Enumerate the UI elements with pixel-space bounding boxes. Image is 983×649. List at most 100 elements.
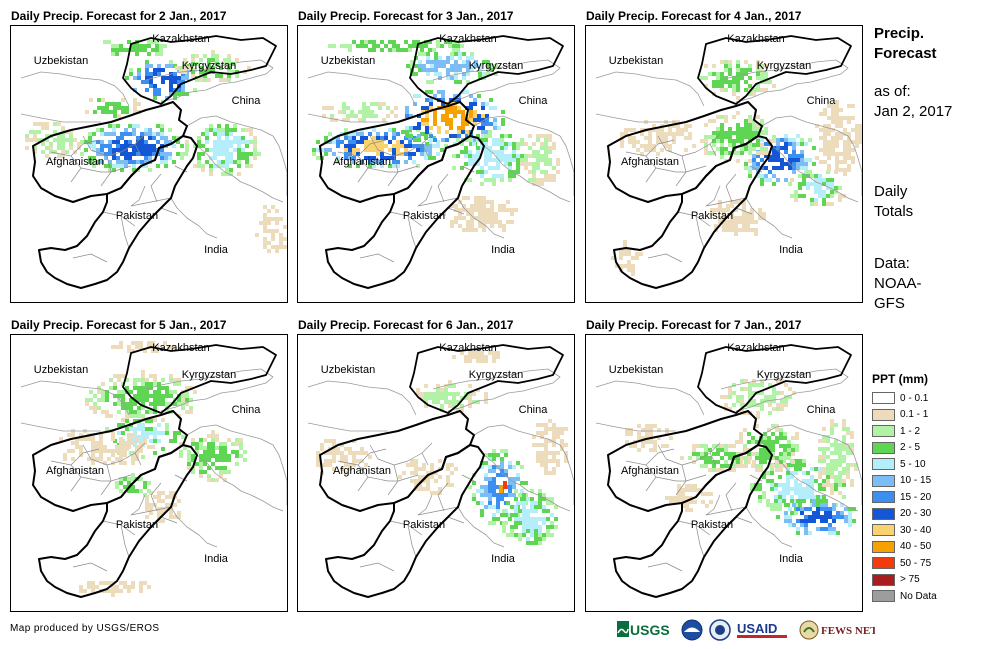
precip-cell [161,519,165,523]
precip-cell [476,501,480,505]
precip-cell [181,398,185,402]
precip-cell [237,140,241,144]
precip-cell [139,48,143,52]
precip-cell [480,166,484,170]
precip-cell [227,66,231,70]
precip-cell [229,156,233,160]
precip-cell [484,477,488,481]
precip-cell [408,48,412,52]
precip-cell [157,423,161,427]
precip-cell [536,138,540,142]
precip-cell [552,431,556,435]
province-boundary [357,139,387,157]
precip-cell [508,154,512,158]
precip-cell [328,439,332,443]
precip-cell [372,44,376,48]
precip-cell [444,396,448,400]
precip-cell [522,517,526,521]
precip-cell [544,463,548,467]
precip-cell [466,64,470,68]
neighbor-boundary [745,454,859,548]
precip-cell [492,477,496,481]
precip-cell [480,351,484,355]
precip-cell [804,162,808,166]
precip-cell [619,256,623,260]
precip-cell [802,178,806,182]
precip-cell [720,60,724,64]
precip-cell [113,102,117,106]
precip-cell [430,463,434,467]
precip-cell [131,473,135,477]
precip-cell [836,511,840,515]
precip-cell [775,424,779,428]
precip-cell [760,72,764,76]
country-label-china: China [807,95,837,107]
precip-cell [760,166,764,170]
province-boundary [357,448,387,466]
precip-cell [169,60,173,64]
precip-cell [673,496,677,500]
precip-cell [124,152,128,156]
precip-cell [802,479,806,483]
precip-cell [189,410,193,414]
precip-cell [29,130,33,134]
precip-cell [490,204,494,208]
precip-cell [414,459,418,463]
precip-cell [157,402,161,406]
precip-cell [392,144,396,148]
precip-cell [534,525,538,529]
precip-cell [747,460,751,464]
precip-cell [342,110,346,114]
precip-cell [720,72,724,76]
precip-cell [816,515,820,519]
precip-cell [791,460,795,464]
precip-cell [348,48,352,52]
precip-cell [780,138,784,142]
precip-cell [802,459,806,463]
precip-cell [456,408,460,412]
precip-cell [798,467,802,471]
precip-cell [506,220,510,224]
precip-cell [97,406,101,410]
precip-cell [824,515,828,519]
precip-cell [818,475,822,479]
precip-cell [724,64,728,68]
precip-cell [211,50,215,54]
precip-cell [822,427,826,431]
precip-cell [151,445,155,449]
precip-cell [103,589,107,593]
precip-cell [530,497,534,501]
precip-cell [160,156,164,160]
precip-cell [688,124,692,128]
precip-cell [804,515,808,519]
precip-cell [526,521,530,525]
asof-label: as of: [874,83,911,100]
precip-cell [101,98,105,102]
precip-cell [121,98,125,102]
precip-cell [135,457,139,461]
province-boundary [397,474,419,482]
precip-cell [128,132,132,136]
precip-cell [736,452,740,456]
precip-cell [149,431,153,435]
panel-title-1: Daily Precip. Forecast for 2 Jan., 2017 [11,9,227,23]
precip-cell [267,229,271,233]
side-heading-line2: Forecast [874,45,937,62]
precip-cell [776,138,780,142]
precip-cell [396,164,400,168]
precip-cell [121,418,125,422]
precip-cell [445,122,449,126]
precip-cell [215,438,219,442]
precip-cell [496,142,500,146]
precip-cell [133,419,137,423]
precip-cell [466,56,470,60]
precip-cell [506,200,510,204]
precip-cell [839,124,843,128]
precip-cell [768,403,772,407]
precip-cell [810,483,814,487]
precip-cell [153,398,157,402]
precip-cell [754,220,758,224]
precip-cell [342,118,346,122]
precip-cell [161,80,165,84]
precip-cell [237,148,241,152]
